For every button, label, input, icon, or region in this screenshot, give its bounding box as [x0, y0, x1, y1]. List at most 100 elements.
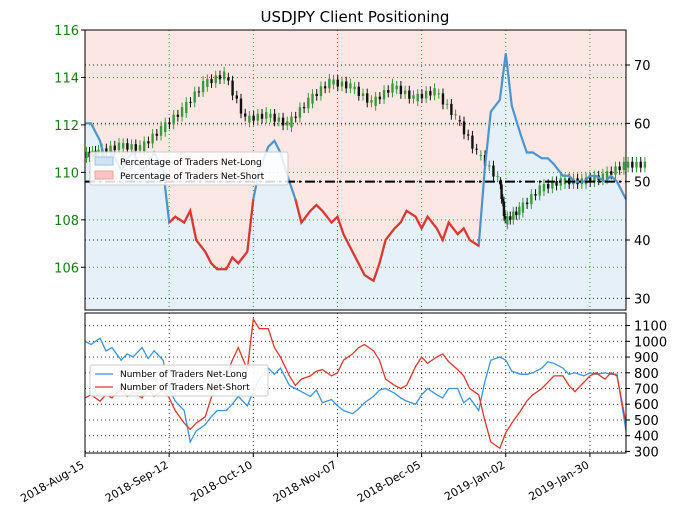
candle-body [176, 114, 180, 117]
candle-body [467, 134, 470, 136]
candle-body [563, 178, 567, 185]
candle-body [462, 121, 466, 135]
left-tick-label-3: 112 [54, 119, 79, 134]
net-short-count-line [84, 317, 627, 450]
candle-body [117, 142, 121, 151]
legend-label-net-long-pct: Percentage of Traders Net-Long [120, 158, 262, 168]
candle-body [298, 107, 302, 118]
candle-body [506, 216, 509, 225]
x-axis-date-labels: 2018-Aug-15 2018-Sep-12 2018-Oct-10 2018-No… [18, 453, 591, 505]
bottom-right-tick-label-8: 1100 [634, 320, 667, 335]
bottom-panel-frame [84, 312, 627, 454]
x-tick-label-2: 2018-Oct-10 [188, 458, 254, 504]
bottom-right-tick-label-1: 400 [634, 430, 659, 445]
x-tick-label-3: 2018-Nov-07 [271, 458, 339, 505]
candle-body [172, 114, 175, 125]
candle-body [525, 202, 529, 205]
candle-body [542, 184, 546, 192]
bottom-right-tick-label-5: 800 [634, 367, 659, 382]
candle-body [193, 91, 196, 103]
candle-body [424, 90, 428, 99]
candle-body [121, 143, 125, 149]
candle-body [593, 175, 596, 183]
candle-body [626, 161, 630, 168]
candle-body [214, 75, 217, 84]
candle-body [555, 181, 558, 186]
candle-body [408, 90, 411, 99]
candle-body [503, 216, 507, 219]
candle-body [130, 144, 133, 150]
candle-body [277, 117, 281, 122]
candle-body [311, 93, 314, 104]
candle-body [420, 93, 424, 99]
candle-body [412, 95, 415, 99]
legend-label-net-long-count: Number of Traders Net-Long [120, 370, 247, 380]
candle-body [530, 193, 533, 205]
candle-body [475, 148, 478, 150]
candle-body [492, 165, 495, 177]
candle-body [138, 145, 142, 151]
candle-body [168, 122, 171, 125]
candle-body [546, 184, 550, 189]
candle-body [618, 166, 621, 170]
candle-body [180, 107, 184, 117]
candle-body [496, 175, 499, 177]
net-short-shaded-area [85, 30, 626, 281]
candle-body [538, 185, 541, 196]
x-tick-label-5: 2019-Jan-02 [442, 458, 507, 503]
candle-body [499, 181, 502, 185]
right-tick-label-3: 60 [634, 117, 651, 132]
candle-body [622, 161, 626, 170]
right-tick-label-0: 30 [634, 292, 651, 307]
candle-body [614, 166, 617, 175]
bottom-right-tick-label-4: 700 [634, 383, 659, 398]
candle-body [210, 79, 213, 84]
candle-body [509, 216, 512, 220]
candle-body [151, 133, 154, 144]
candle-body [500, 184, 503, 199]
candle-body [374, 96, 377, 106]
candle-body [416, 93, 419, 102]
left-tick-label-1: 108 [54, 214, 79, 229]
candle-body [639, 161, 642, 168]
candle-body [512, 211, 515, 220]
top-left-axis: 106 108 110 112 114 116 [54, 24, 85, 276]
candle-body [370, 100, 373, 103]
candle-body [260, 113, 264, 119]
candle-body [235, 95, 238, 99]
left-tick-label-2: 110 [54, 166, 79, 181]
right-tick-label-1: 40 [634, 234, 651, 249]
candle-body [252, 115, 255, 121]
net-long-count-line [84, 337, 627, 444]
legend-label-net-short-pct: Percentage of Traders Net-Short [120, 172, 265, 182]
top-panel-frame [84, 29, 627, 311]
candle-body [201, 81, 205, 93]
candle-body [227, 77, 230, 81]
candle-body [344, 81, 348, 89]
candle-body [323, 86, 327, 89]
candle-body [307, 97, 310, 109]
candle-body [378, 96, 382, 100]
candle-body [290, 116, 293, 128]
left-tick-label-5: 116 [54, 24, 79, 39]
candle-body [534, 193, 537, 196]
candle-body [332, 79, 335, 85]
candle-body [294, 116, 297, 118]
bottom-right-tick-label-0: 300 [634, 445, 659, 460]
bottom-legend: Number of Traders Net-Long Number of Tra… [89, 364, 269, 397]
x-tick-label-1: 2018-Sep-12 [103, 458, 171, 505]
candle-body [502, 201, 506, 217]
top-legend: Percentage of Traders Net-Long Percentag… [89, 151, 289, 186]
candle-body [643, 161, 647, 168]
candle-body [189, 101, 192, 103]
candle-body [85, 151, 88, 159]
candle-body [399, 85, 403, 95]
candle-body [361, 93, 365, 96]
candle-body [437, 93, 440, 95]
candle-body [391, 83, 394, 93]
candle-body [248, 115, 251, 123]
x-tick-label-4: 2018-Dec-05 [355, 458, 423, 505]
candle-body [471, 135, 474, 149]
candle-body [429, 90, 432, 96]
